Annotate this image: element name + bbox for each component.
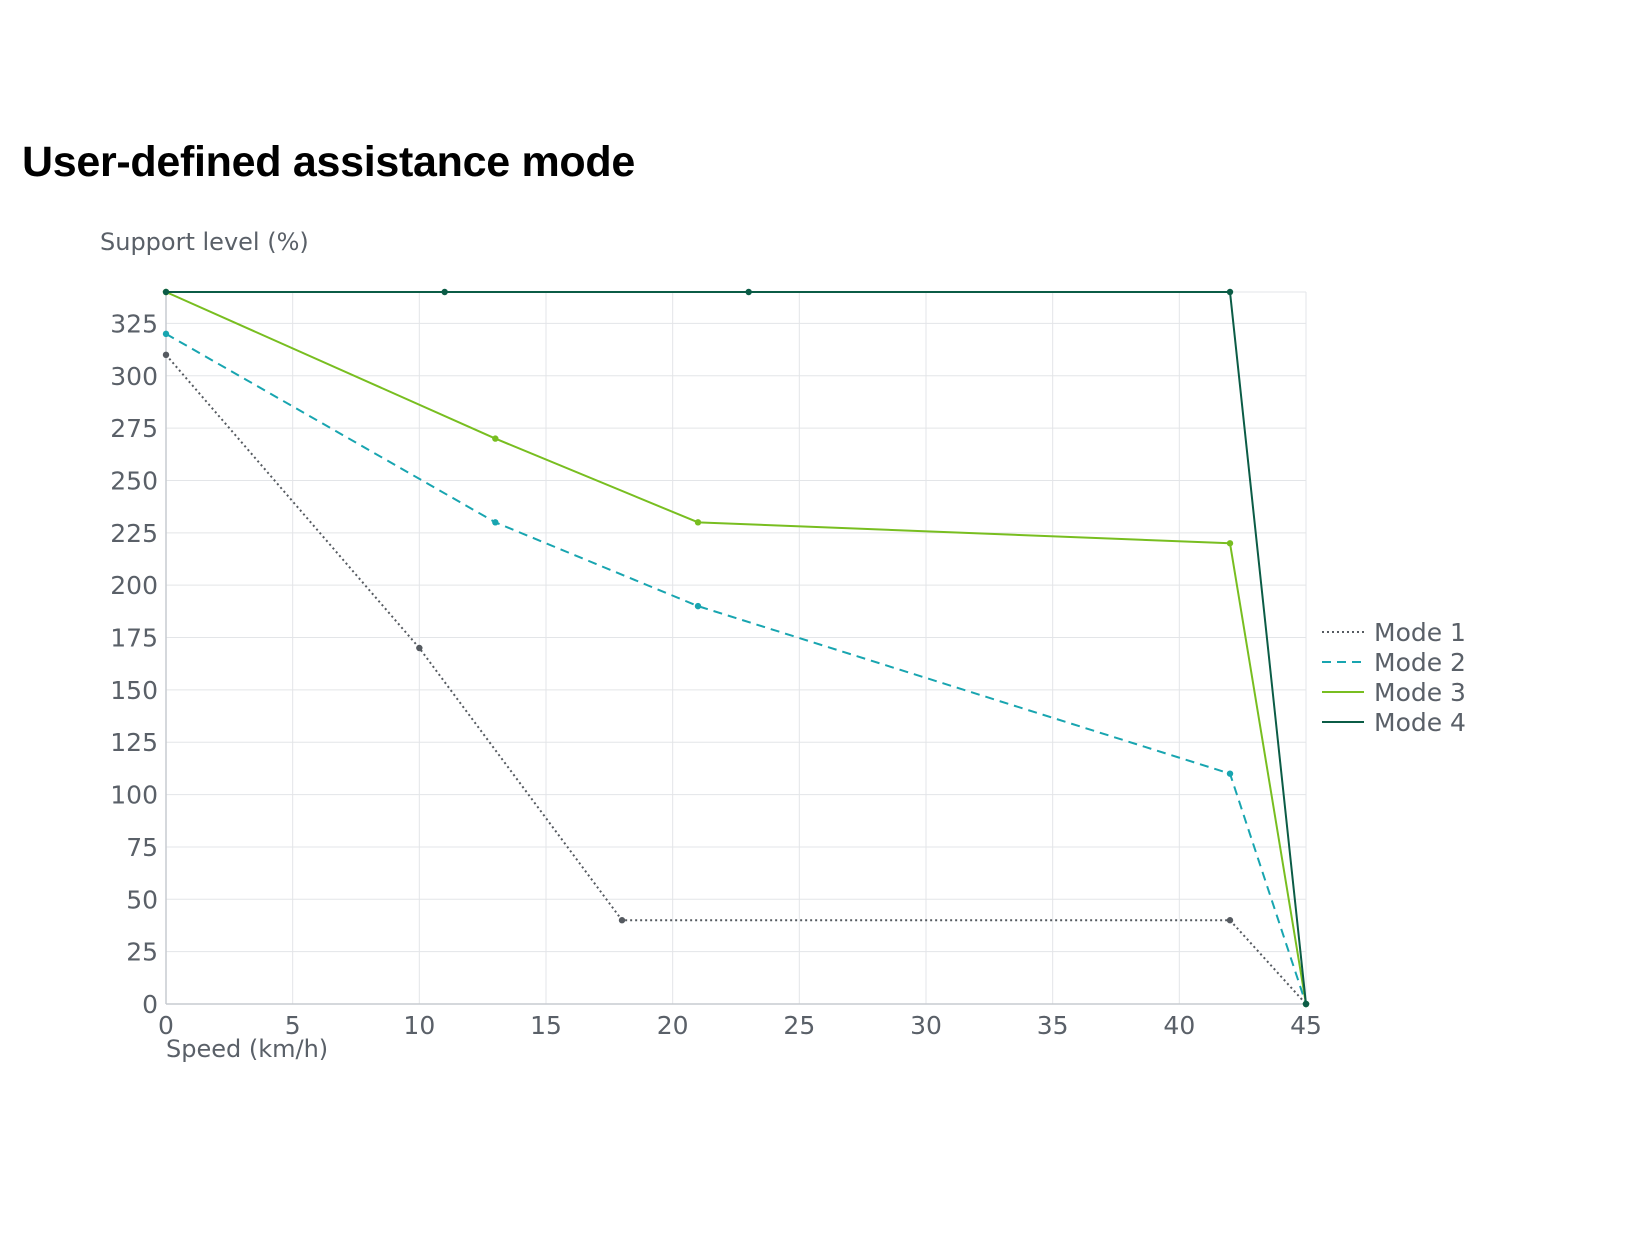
x-tick-label: 45 <box>1290 1011 1322 1040</box>
series-layer <box>162 288 1310 1008</box>
data-point <box>492 435 499 442</box>
y-tick-label: 100 <box>110 781 158 810</box>
x-tick-label: 35 <box>1037 1011 1069 1040</box>
data-point <box>1226 540 1234 547</box>
y-tick-label: 325 <box>110 309 158 338</box>
data-point <box>162 351 170 359</box>
legend-item-3: Mode 3 <box>1322 678 1466 707</box>
y-tick-label: 150 <box>110 676 158 705</box>
series-4 <box>162 288 1310 1008</box>
legend-label: Mode 4 <box>1374 708 1466 737</box>
data-point <box>162 330 170 338</box>
y-tick-label: 75 <box>126 833 158 862</box>
legend-item-4: Mode 4 <box>1322 708 1466 737</box>
y-tick-label: 0 <box>142 990 158 1019</box>
y-tick-label: 125 <box>110 728 158 757</box>
x-tick-label: 20 <box>657 1011 689 1040</box>
x-tick-label: 40 <box>1163 1011 1195 1040</box>
data-point <box>1302 1000 1310 1008</box>
y-tick-label: 250 <box>110 466 158 495</box>
y-axis-label: Support level (%) <box>100 228 309 256</box>
y-tick-label: 300 <box>110 362 158 391</box>
data-point <box>1226 917 1234 924</box>
legend-item-1: Mode 1 <box>1322 618 1466 647</box>
chart-title: User-defined assistance mode <box>22 138 635 186</box>
series-2 <box>162 330 1310 1008</box>
data-point <box>1226 288 1234 296</box>
data-point <box>745 288 752 296</box>
axes: 0 25 50 75 100 125 150 175 200 225 250 275 300 325 0 5 1… <box>110 292 1322 1040</box>
x-tick-label: 0 <box>158 1011 174 1040</box>
data-point <box>694 519 702 526</box>
y-tick-label: 225 <box>110 519 158 548</box>
data-point <box>441 288 448 296</box>
data-point <box>618 917 626 924</box>
series-1 <box>162 351 1310 1008</box>
x-tick-label: 30 <box>910 1011 942 1040</box>
legend-label: Mode 3 <box>1374 678 1466 707</box>
series-line <box>165 354 1307 1005</box>
y-tick-label: 175 <box>110 624 158 653</box>
grid <box>165 291 1307 1005</box>
data-point <box>694 602 702 610</box>
x-tick-label: 15 <box>530 1011 562 1040</box>
y-tick-label: 50 <box>126 885 158 914</box>
x-axis-label: Speed (km/h) <box>166 1035 328 1063</box>
series-line <box>166 291 1307 1005</box>
legend-item-2: Mode 2 <box>1322 648 1466 677</box>
x-tick-label: 10 <box>403 1011 435 1040</box>
series-line <box>165 333 1307 1005</box>
y-tick-label: 25 <box>126 938 158 967</box>
data-point <box>1226 770 1234 777</box>
x-tick-label: 5 <box>285 1011 301 1040</box>
data-point <box>162 288 170 296</box>
series-line <box>165 291 1307 1005</box>
x-tick-label: 25 <box>783 1011 815 1040</box>
y-tick-label: 200 <box>110 571 158 600</box>
legend-label: Mode 2 <box>1374 648 1466 677</box>
legend-label: Mode 1 <box>1374 618 1466 647</box>
y-tick-label: 275 <box>110 414 158 443</box>
data-point <box>492 519 499 526</box>
data-point <box>416 644 423 652</box>
